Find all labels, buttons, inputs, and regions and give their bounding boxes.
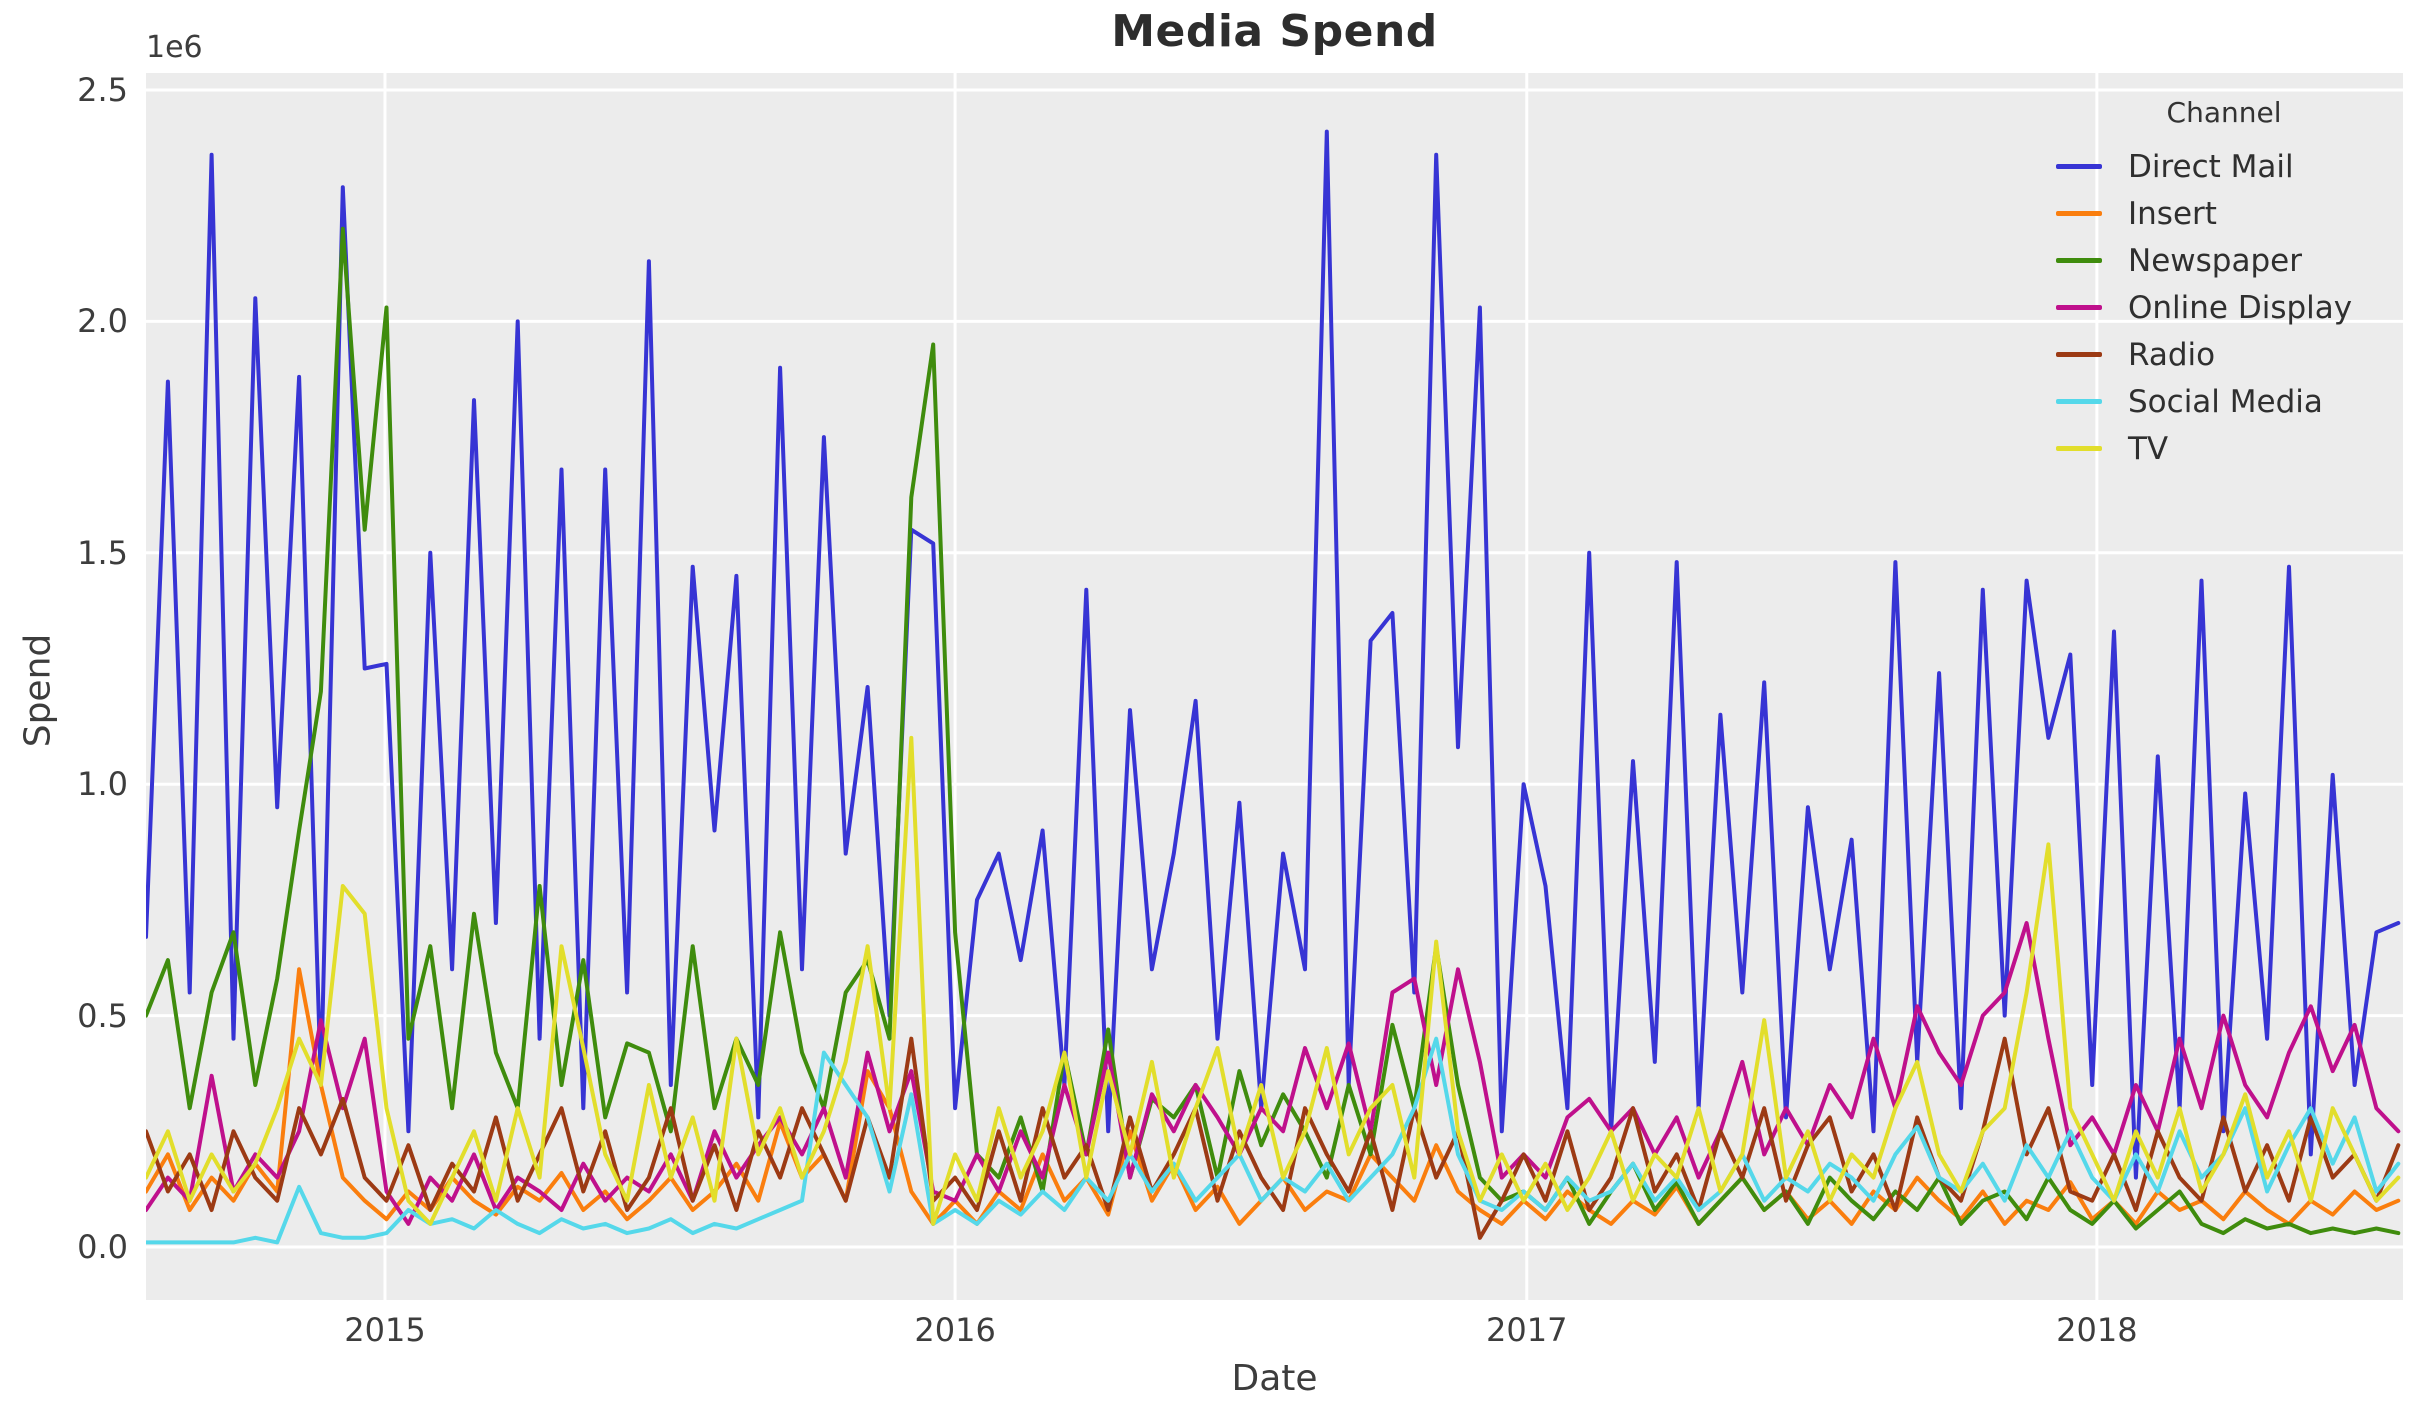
legend-label-online-display: Online Display [2128, 289, 2353, 326]
online-display-legend-swatch-icon [2056, 305, 2102, 310]
series-line-direct-mail [146, 129, 2401, 1180]
tv-legend-swatch-icon [2056, 446, 2102, 451]
y-tick-1.0: 1.0 [77, 765, 128, 804]
legend-label-direct-mail: Direct Mail [2128, 148, 2294, 185]
legend-entry-radio: Radio [2048, 331, 2400, 378]
x-tick-2017: 2017 [1486, 1311, 1568, 1349]
legend-entry-social-media: Social Media [2048, 378, 2400, 425]
y-tick-0.5: 0.5 [77, 996, 128, 1035]
y-tick-0.0: 0.0 [77, 1228, 128, 1266]
series-line-tv [146, 735, 2401, 1226]
x-tick-2015: 2015 [344, 1311, 426, 1349]
y-tick-2.0: 2.0 [77, 302, 128, 341]
x-axis-label: Date [1231, 1358, 1318, 1399]
legend-entry-direct-mail: Direct Mail [2048, 143, 2400, 190]
social-media-legend-swatch-icon [2056, 399, 2102, 404]
legend-title: Channel [2166, 96, 2282, 129]
y-tick-1.5: 1.5 [77, 533, 128, 572]
direct-mail-legend-swatch-icon [2056, 164, 2102, 169]
legend-label-insert: Insert [2128, 195, 2217, 232]
legend-entry-newspaper: Newspaper [2048, 237, 2400, 284]
legend-entry-online-display: Online Display [2048, 284, 2400, 331]
y-axis-offset-label: 1e6 [146, 30, 203, 65]
legend-label-tv: TV [2128, 430, 2169, 467]
insert-legend-swatch-icon [2056, 211, 2102, 216]
series-line-online-display [146, 921, 2401, 1226]
legend-label-social-media: Social Media [2128, 383, 2323, 420]
plot-area [146, 73, 2403, 1300]
legend-entry-insert: Insert [2048, 190, 2400, 237]
newspaper-legend-swatch-icon [2056, 258, 2102, 263]
x-tick-2018: 2018 [2056, 1311, 2138, 1349]
series-line-radio [146, 1036, 2401, 1240]
y-tick-2.5: 2.5 [77, 70, 128, 109]
chart-title: Media Spend [1111, 6, 1438, 57]
radio-legend-swatch-icon [2056, 352, 2102, 357]
legend-label-newspaper: Newspaper [2128, 242, 2302, 279]
line-chart-canvas [146, 73, 2403, 1300]
y-axis-label: Spend [17, 633, 59, 748]
legend: Channel Direct Mail Insert Newspaper Online… [2048, 96, 2400, 472]
legend-entry-tv: TV [2048, 425, 2400, 472]
legend-entries: Direct Mail Insert Newspaper Online Display… [2048, 143, 2400, 472]
x-tick-2016: 2016 [914, 1311, 996, 1349]
legend-label-radio: Radio [2128, 336, 2216, 373]
series-line-social-media [146, 1036, 2401, 1245]
